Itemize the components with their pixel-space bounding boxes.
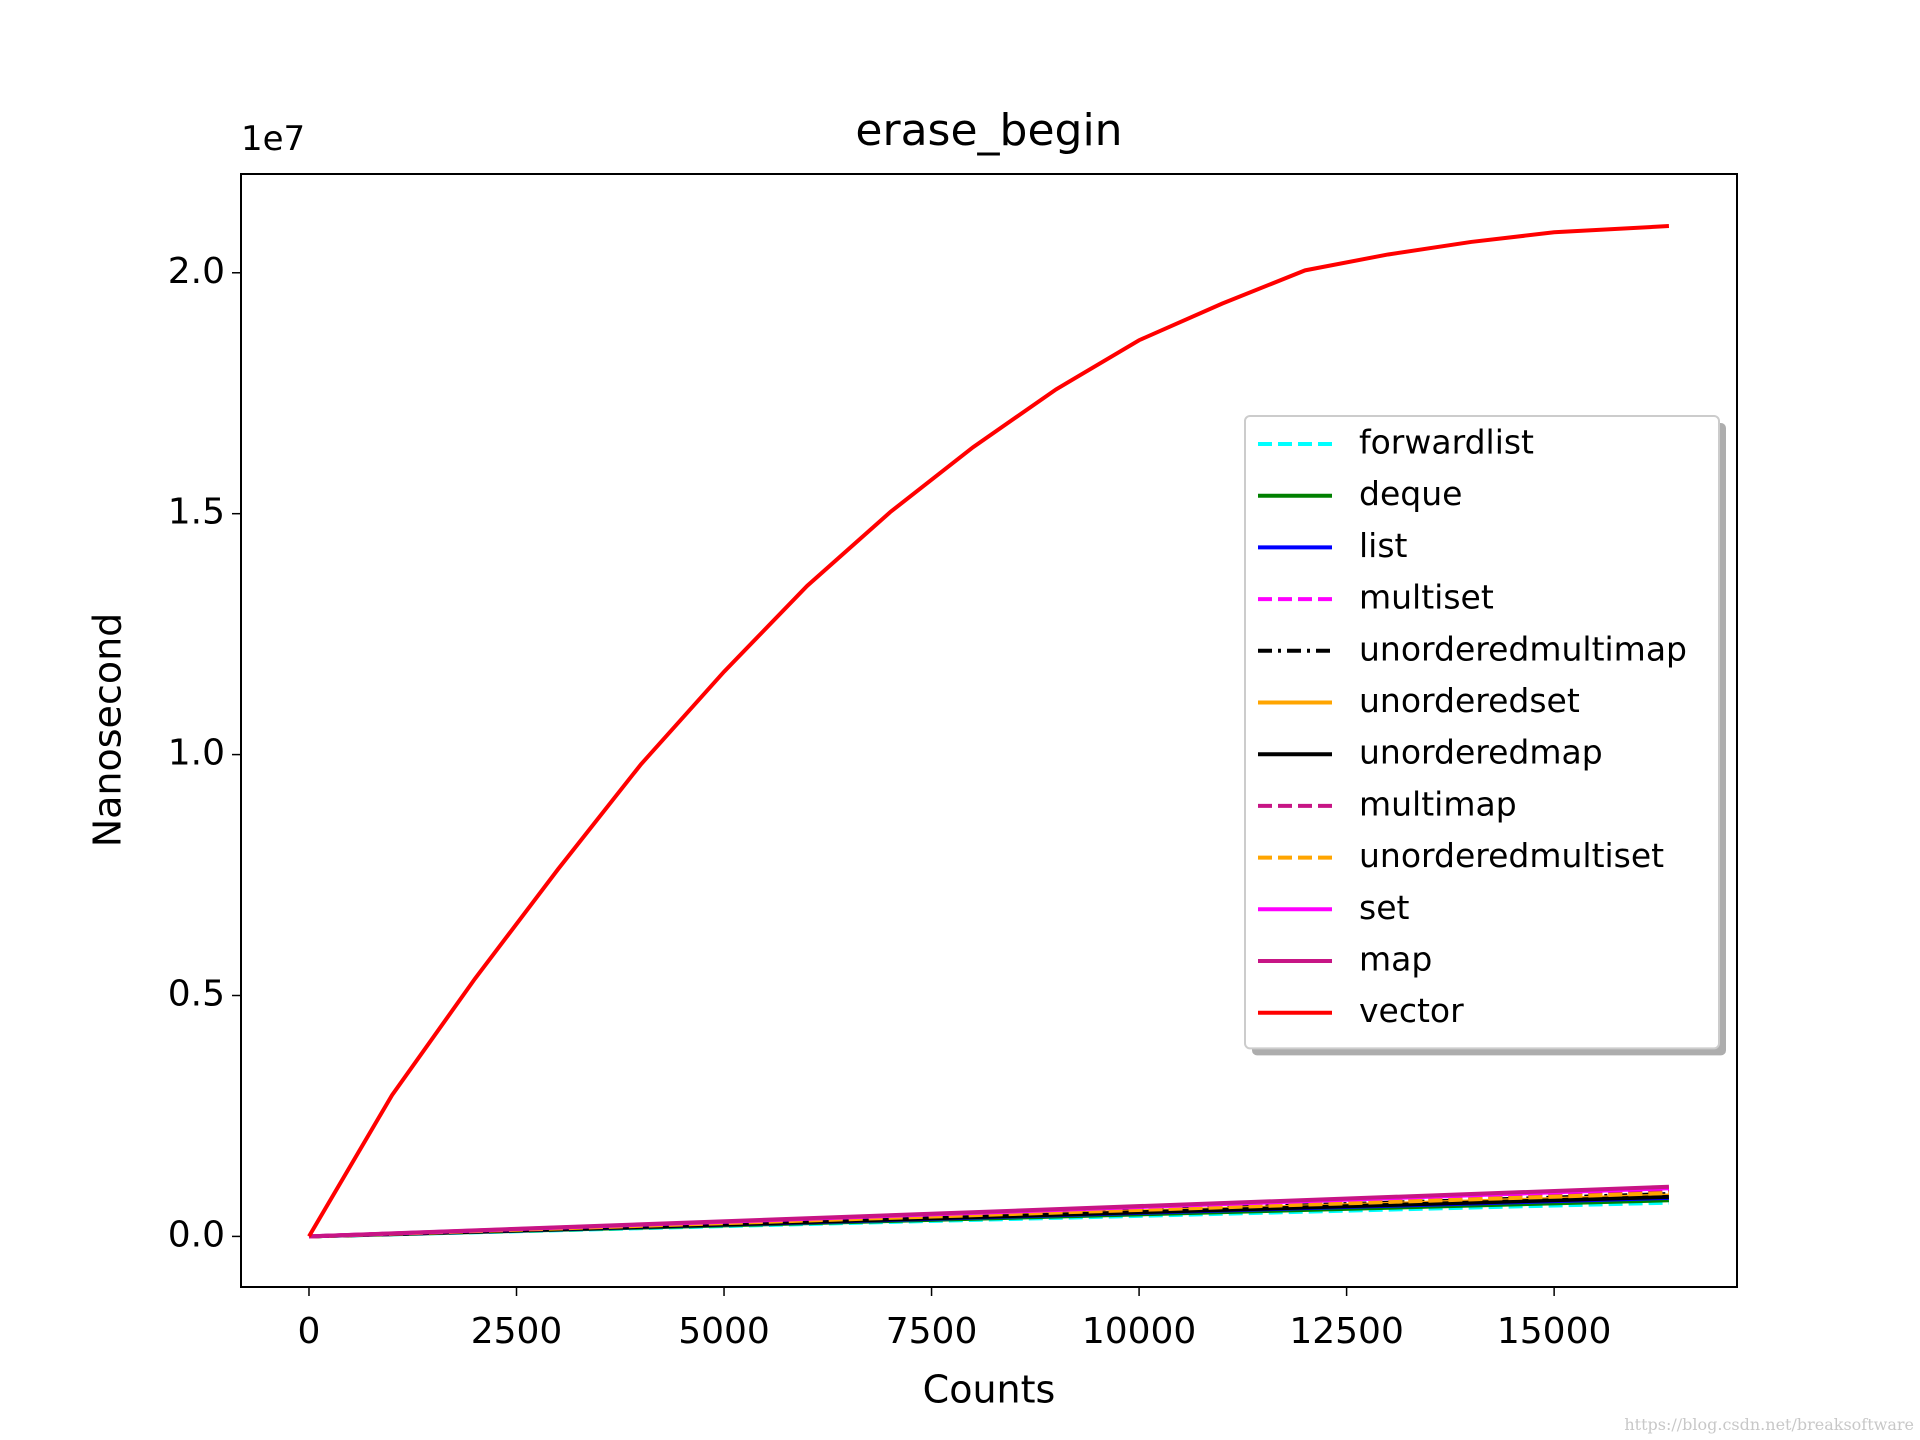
legend-label: map <box>1359 940 1432 979</box>
legend-label: unorderedmultiset <box>1359 836 1664 875</box>
y-tick-label: 0.0 <box>168 1214 225 1255</box>
legend-label: multimap <box>1359 784 1517 823</box>
legend-label: list <box>1359 526 1408 565</box>
legend-box <box>1244 415 1720 1050</box>
x-tick-label: 15000 <box>1497 1311 1612 1352</box>
legend-label: unorderedmultimap <box>1359 629 1687 668</box>
legend-label: forwardlist <box>1359 423 1534 462</box>
y-tick-label: 1.0 <box>168 733 225 774</box>
y-tick-label: 0.5 <box>168 974 225 1015</box>
y-axis-label: Nanosecond <box>86 613 130 848</box>
legend-label: unorderedset <box>1359 681 1580 720</box>
x-tick-label: 7500 <box>886 1311 978 1352</box>
legend-label: deque <box>1359 474 1462 513</box>
x-tick-label: 10000 <box>1082 1311 1197 1352</box>
y-tick-label: 2.0 <box>168 251 225 292</box>
x-tick-label: 12500 <box>1289 1311 1404 1352</box>
watermark: https://blog.csdn.net/breaksoftware <box>1624 1415 1914 1434</box>
y-tick-label: 1.5 <box>168 492 225 533</box>
plot-frame <box>240 173 1738 1288</box>
y-offset-label: 1e7 <box>241 119 305 159</box>
series-line <box>307 224 1670 1238</box>
legend-label: set <box>1359 888 1409 927</box>
legend-label: multiset <box>1359 578 1494 617</box>
x-tick-label: 2500 <box>471 1311 563 1352</box>
x-tick-label: 5000 <box>678 1311 770 1352</box>
x-axis-label: Counts <box>923 1368 1056 1412</box>
chart-title: erase_begin <box>855 105 1122 156</box>
x-tick-label: 0 <box>298 1311 321 1352</box>
legend-label: vector <box>1359 991 1464 1030</box>
legend-label: unorderedmap <box>1359 733 1603 772</box>
series-line <box>308 1184 1670 1239</box>
